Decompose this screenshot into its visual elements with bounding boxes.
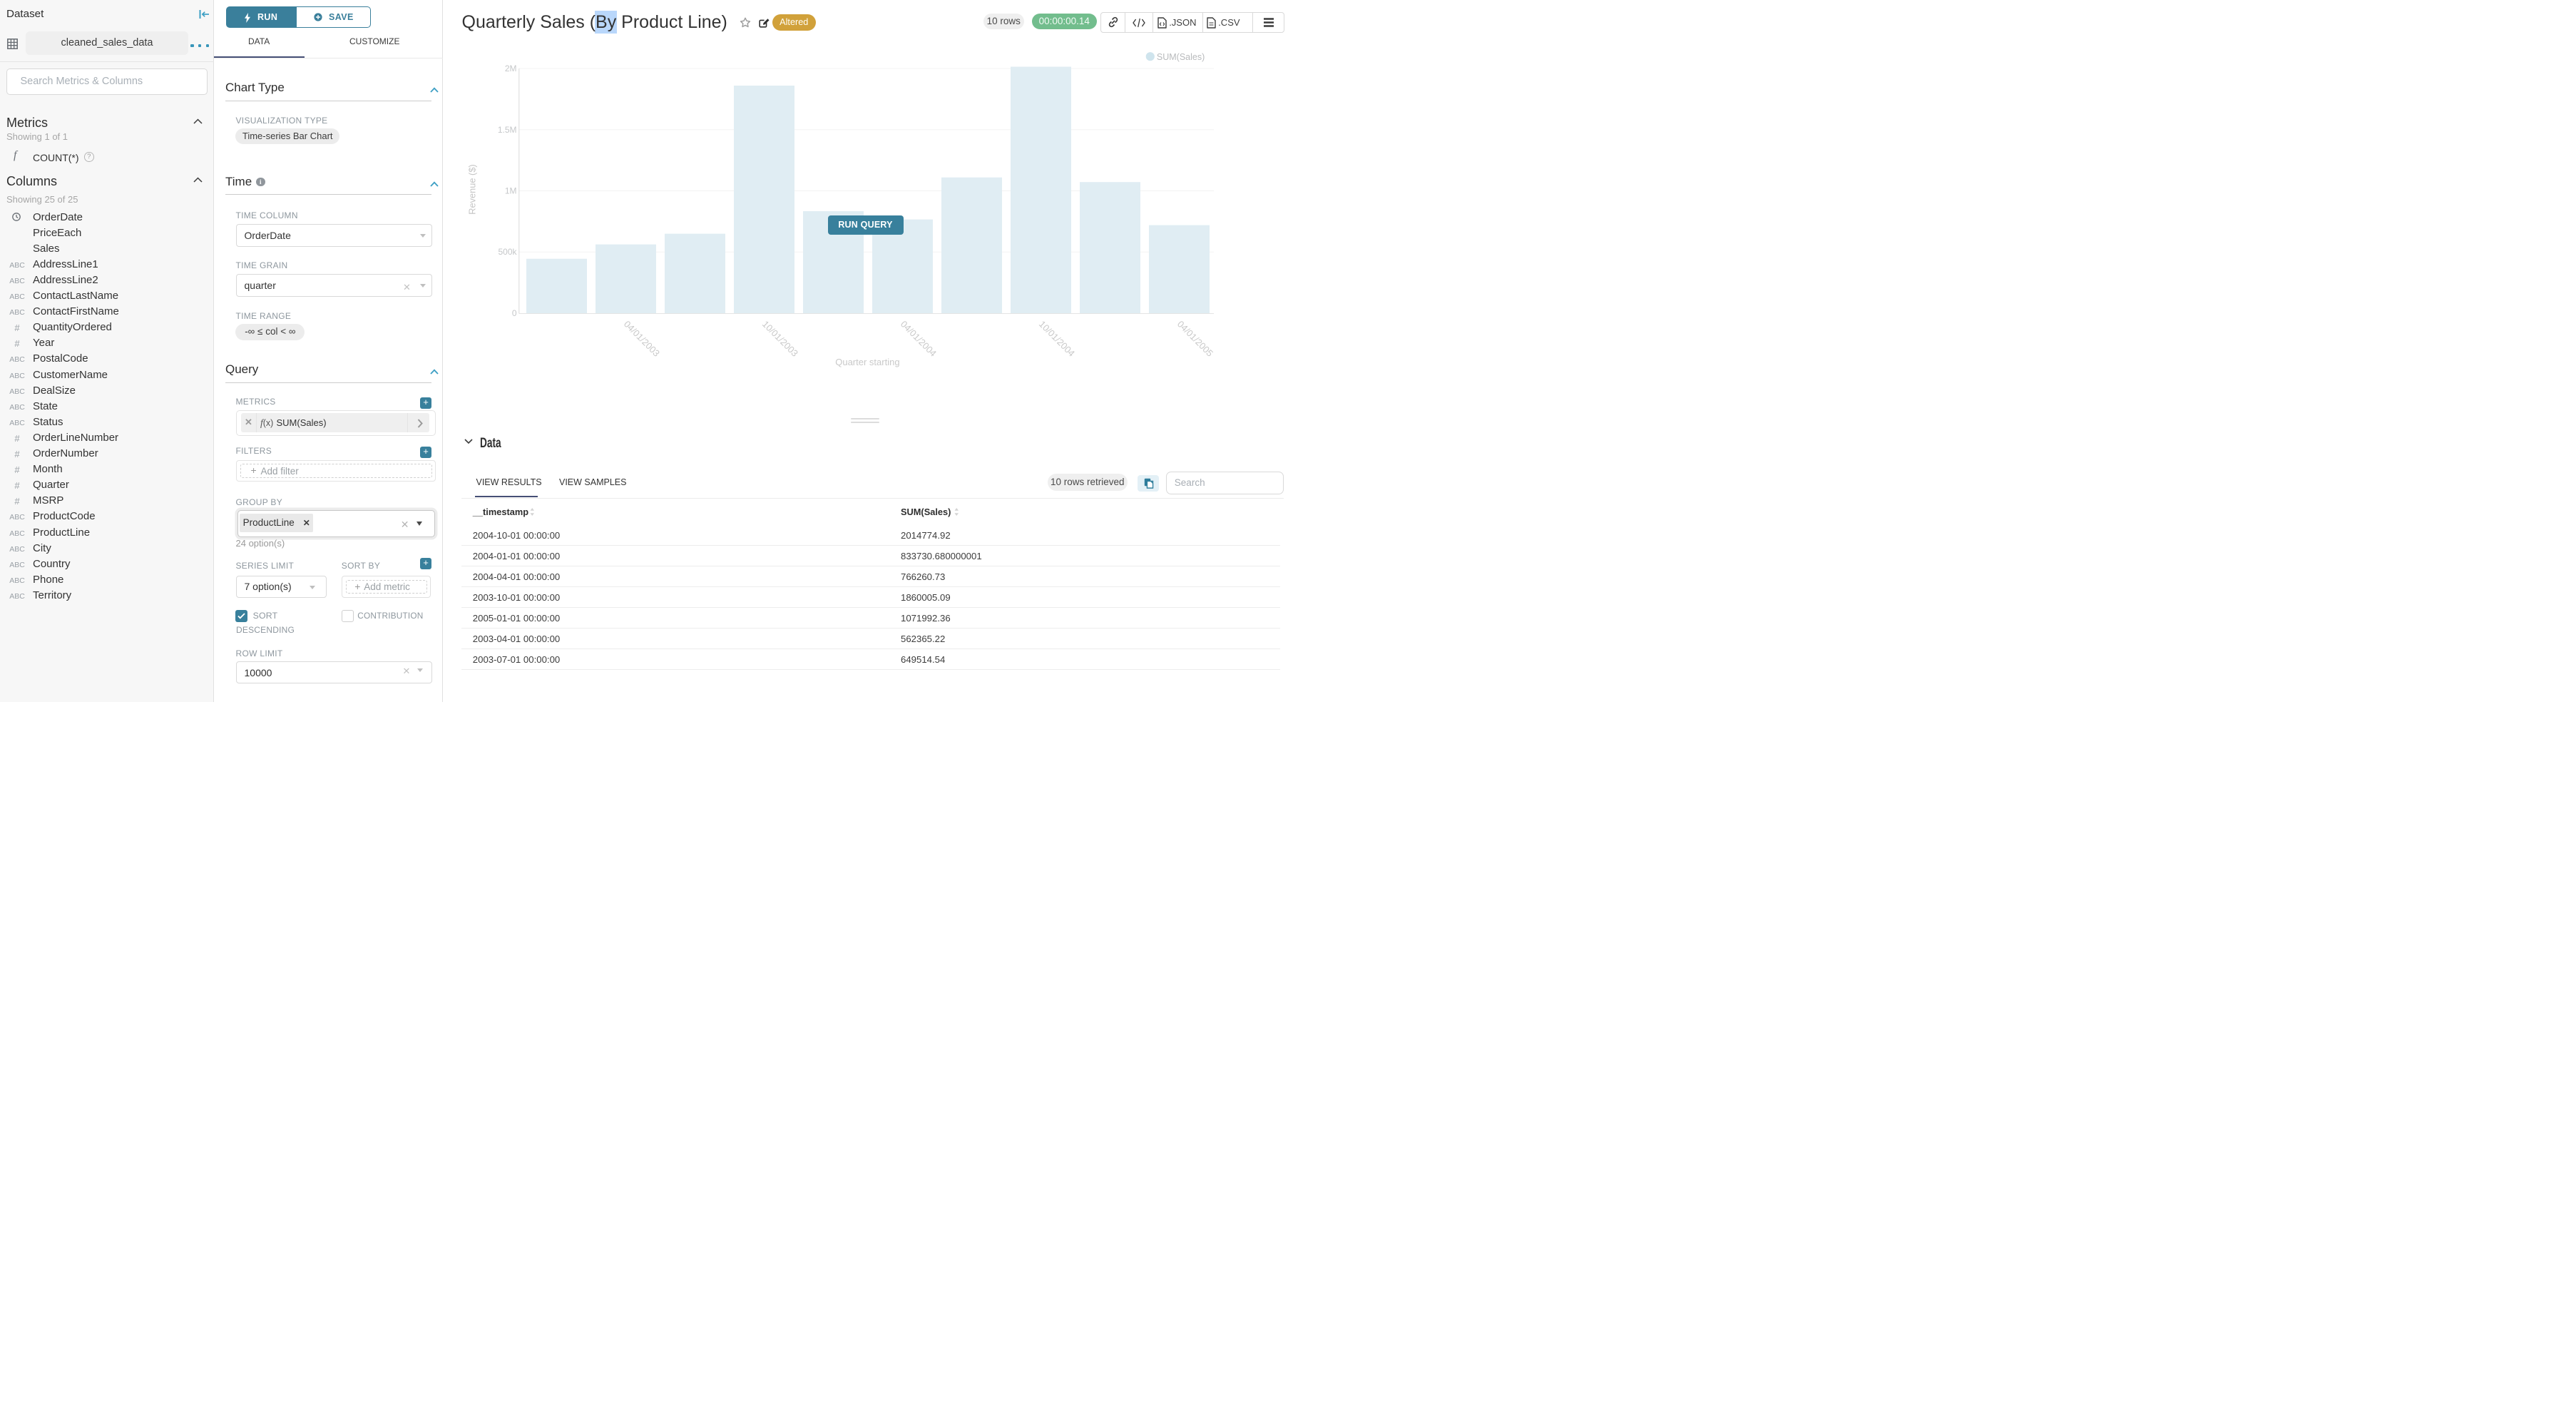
svg-text:10/01/2004: 10/01/2004 — [1037, 319, 1077, 359]
svg-text:0: 0 — [512, 308, 517, 318]
svg-text:SUM(Sales): SUM(Sales) — [1157, 52, 1205, 62]
svg-text:500k: 500k — [498, 247, 517, 257]
svg-text:Quarter starting: Quarter starting — [835, 357, 899, 367]
svg-text:04/01/2003: 04/01/2003 — [622, 319, 662, 359]
svg-text:04/01/2005: 04/01/2005 — [1175, 319, 1215, 359]
svg-text:10/01/2003: 10/01/2003 — [760, 319, 800, 359]
svg-text:2M: 2M — [505, 63, 517, 73]
svg-text:04/01/2004: 04/01/2004 — [899, 319, 939, 359]
svg-text:1.5M: 1.5M — [498, 125, 517, 135]
svg-text:Revenue ($): Revenue ($) — [466, 164, 477, 214]
svg-text:1M: 1M — [505, 186, 517, 196]
